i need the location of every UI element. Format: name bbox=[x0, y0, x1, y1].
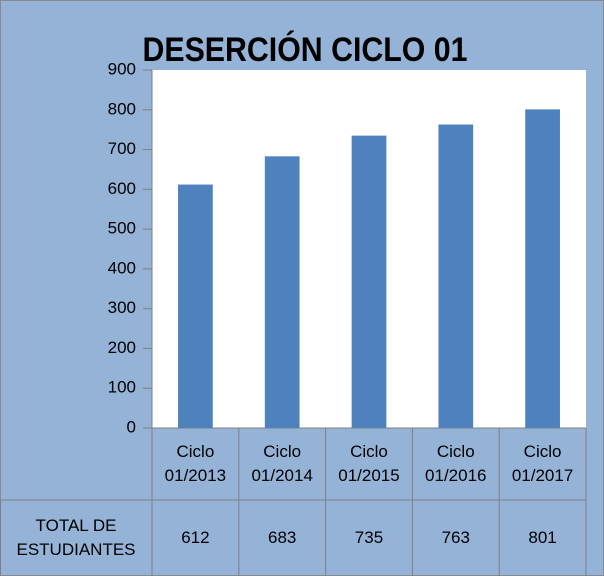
table-value: 763 bbox=[412, 500, 499, 576]
table-value: 801 bbox=[499, 500, 586, 576]
category-label: Ciclo 01/2014 bbox=[239, 428, 326, 500]
table-value-text: 683 bbox=[268, 528, 297, 547]
y-tick-label: 300 bbox=[108, 298, 136, 317]
y-tick-label: 0 bbox=[127, 417, 136, 436]
y-tick-label: 700 bbox=[108, 139, 136, 158]
table-value: 612 bbox=[152, 500, 239, 576]
y-tick-label: 100 bbox=[108, 378, 136, 397]
bar bbox=[525, 109, 560, 428]
y-tick-label: 500 bbox=[108, 219, 136, 238]
bar bbox=[264, 156, 300, 428]
category-label-text: Ciclo 01/2017 bbox=[511, 442, 574, 485]
category-label: Ciclo 01/2013 bbox=[152, 428, 239, 500]
y-tick-label: 600 bbox=[108, 179, 136, 198]
bar bbox=[438, 124, 474, 429]
table-value-text: 735 bbox=[354, 528, 384, 547]
category-label-text: Ciclo 01/2013 bbox=[164, 442, 227, 485]
bar bbox=[178, 184, 213, 428]
y-tick-label: 400 bbox=[108, 258, 136, 277]
category-label: Ciclo 01/2016 bbox=[412, 428, 499, 500]
category-label-text: Ciclo 01/2016 bbox=[425, 442, 487, 485]
series-name-text: TOTAL DE ESTUDIANTES bbox=[16, 516, 136, 559]
series-name: TOTAL DE ESTUDIANTES bbox=[0, 500, 152, 576]
category-label: Ciclo 01/2017 bbox=[499, 428, 586, 500]
category-label: Ciclo 01/2015 bbox=[326, 428, 413, 500]
table-value: 683 bbox=[239, 500, 326, 576]
table-value: 735 bbox=[326, 500, 413, 576]
chart-title: DESERCIÓN CICLO 01 bbox=[143, 31, 468, 69]
table-value-text: 612 bbox=[181, 528, 210, 547]
table-value-text: 801 bbox=[528, 528, 557, 547]
y-tick-label: 900 bbox=[108, 59, 136, 78]
y-tick-label: 800 bbox=[108, 99, 136, 118]
category-label-text: Ciclo 01/2014 bbox=[251, 442, 313, 485]
bar bbox=[351, 135, 387, 428]
y-tick-label: 200 bbox=[108, 338, 136, 357]
table-value-text: 763 bbox=[441, 528, 470, 547]
category-label-text: Ciclo 01/2015 bbox=[338, 442, 400, 485]
